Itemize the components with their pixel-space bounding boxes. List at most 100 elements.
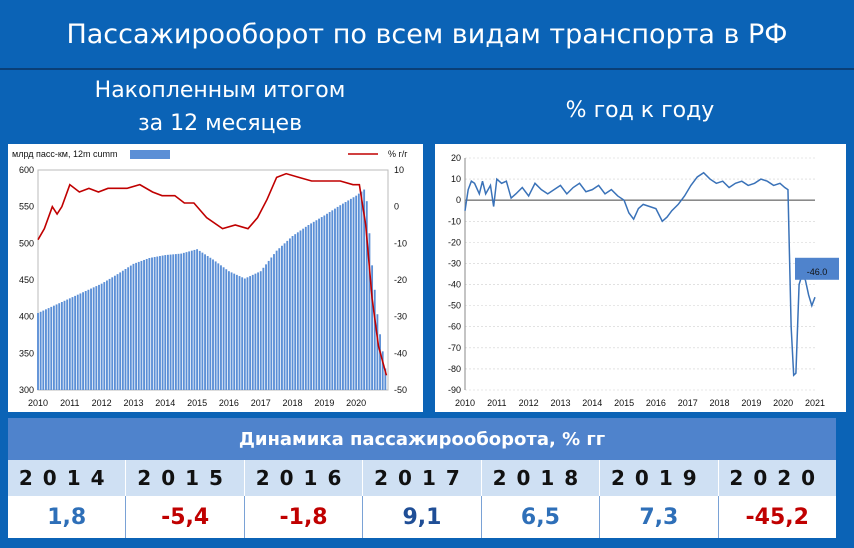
years-row: 2014 2015 2016 2017 2018 2019 2020: [8, 460, 836, 496]
left-heading-line-2: за 12 месяцев: [137, 111, 303, 136]
bar: [47, 308, 50, 390]
bar: [119, 272, 122, 390]
bar: [116, 274, 119, 390]
bar: [45, 309, 47, 390]
bar: [371, 265, 374, 390]
x-tick-label: 2020: [773, 398, 793, 408]
x-tick-label: 2014: [155, 398, 175, 408]
bar: [151, 257, 153, 390]
year-cell: 2014: [8, 460, 127, 496]
bar: [198, 250, 201, 390]
y-tick-label: -80: [448, 364, 461, 374]
right-y-tick-label: -40: [394, 348, 407, 358]
bar: [214, 261, 217, 390]
y-tick-label: 0: [456, 195, 461, 205]
bar: [230, 272, 233, 390]
bar: [320, 217, 323, 390]
bar: [336, 206, 339, 390]
x-tick-label: 2018: [283, 398, 303, 408]
bar: [76, 294, 79, 390]
bar: [137, 261, 140, 390]
bar: [365, 201, 368, 390]
yoy-line: [37, 172, 388, 376]
y-tick-label: -90: [448, 385, 461, 395]
bar: [201, 252, 204, 390]
bar: [241, 277, 244, 390]
bar: [39, 311, 42, 390]
bar: [307, 225, 310, 390]
y-tick-label: 20: [451, 153, 461, 163]
x-tick-label: 2016: [646, 398, 666, 408]
bar: [233, 273, 236, 390]
x-tick-label: 2019: [314, 398, 334, 408]
x-tick-label: 2013: [550, 398, 570, 408]
bar: [196, 249, 199, 390]
right-y-tick-label: -10: [394, 238, 407, 248]
table-header: Динамика пассажирооборота, % гг: [8, 418, 836, 460]
bar: [66, 299, 69, 390]
bar: [212, 259, 214, 390]
annotation-box: [795, 257, 839, 280]
left-heading: Накопленным итогом за 12 месяцев: [40, 74, 400, 140]
bar: [339, 205, 342, 390]
y-tick-label: -50: [448, 301, 461, 311]
bar: [68, 298, 71, 390]
bar: [310, 223, 313, 390]
x-tick-label: 2014: [582, 398, 602, 408]
bar: [71, 297, 74, 390]
left-y-tick-label: 550: [19, 202, 34, 212]
bar: [143, 259, 145, 390]
x-tick-label: 2018: [710, 398, 730, 408]
bar: [246, 277, 249, 390]
bar: [257, 272, 260, 390]
bar: [262, 267, 265, 390]
year-cell: 2015: [126, 460, 245, 496]
year-cell: 2017: [363, 460, 482, 496]
bar: [55, 304, 58, 390]
y-tick-label: -30: [448, 258, 461, 268]
x-tick-label: 2010: [455, 398, 475, 408]
bar: [328, 212, 331, 390]
bar: [90, 288, 92, 390]
bar: [135, 262, 138, 390]
left-axis-label: млрд пасс-км, 12m cumm: [12, 149, 118, 159]
bar: [217, 263, 220, 390]
bar: [166, 254, 169, 390]
bar: [373, 289, 376, 390]
bar: [95, 286, 98, 390]
bar: [304, 226, 307, 390]
bar: [193, 249, 196, 390]
title-divider: [0, 68, 854, 70]
bar: [249, 276, 252, 390]
bar: [291, 236, 294, 390]
bar: [87, 289, 90, 390]
bar: [159, 256, 161, 390]
bar: [281, 245, 283, 390]
x-tick-label: 2012: [92, 398, 112, 408]
bar: [98, 284, 100, 390]
bar: [344, 202, 347, 390]
right-axis-label: % г/г: [388, 149, 408, 159]
y-tick-label: -40: [448, 280, 461, 290]
series-line: [464, 171, 816, 377]
bar: [265, 264, 267, 390]
bar: [278, 248, 281, 390]
bar: [52, 305, 55, 390]
bar: [106, 280, 108, 390]
right-chart-panel: 20 10 0 -10 -20 -30 -40 -50 -60 -70 -80 -90 2010 2011…: [435, 144, 846, 412]
bar: [132, 263, 135, 390]
bar: [275, 250, 278, 390]
bar: [50, 306, 53, 390]
bar: [331, 210, 334, 390]
left-heading-line-1: Накопленным итогом: [94, 78, 346, 103]
left-y-tick-label: 400: [19, 312, 34, 322]
bar: [129, 265, 132, 390]
value-cell: 9,1: [363, 496, 482, 538]
bar: [174, 254, 177, 390]
bar: [204, 254, 206, 390]
bar: [225, 269, 228, 390]
bar: [185, 252, 188, 390]
bar: [220, 265, 222, 390]
bar: [177, 253, 180, 390]
